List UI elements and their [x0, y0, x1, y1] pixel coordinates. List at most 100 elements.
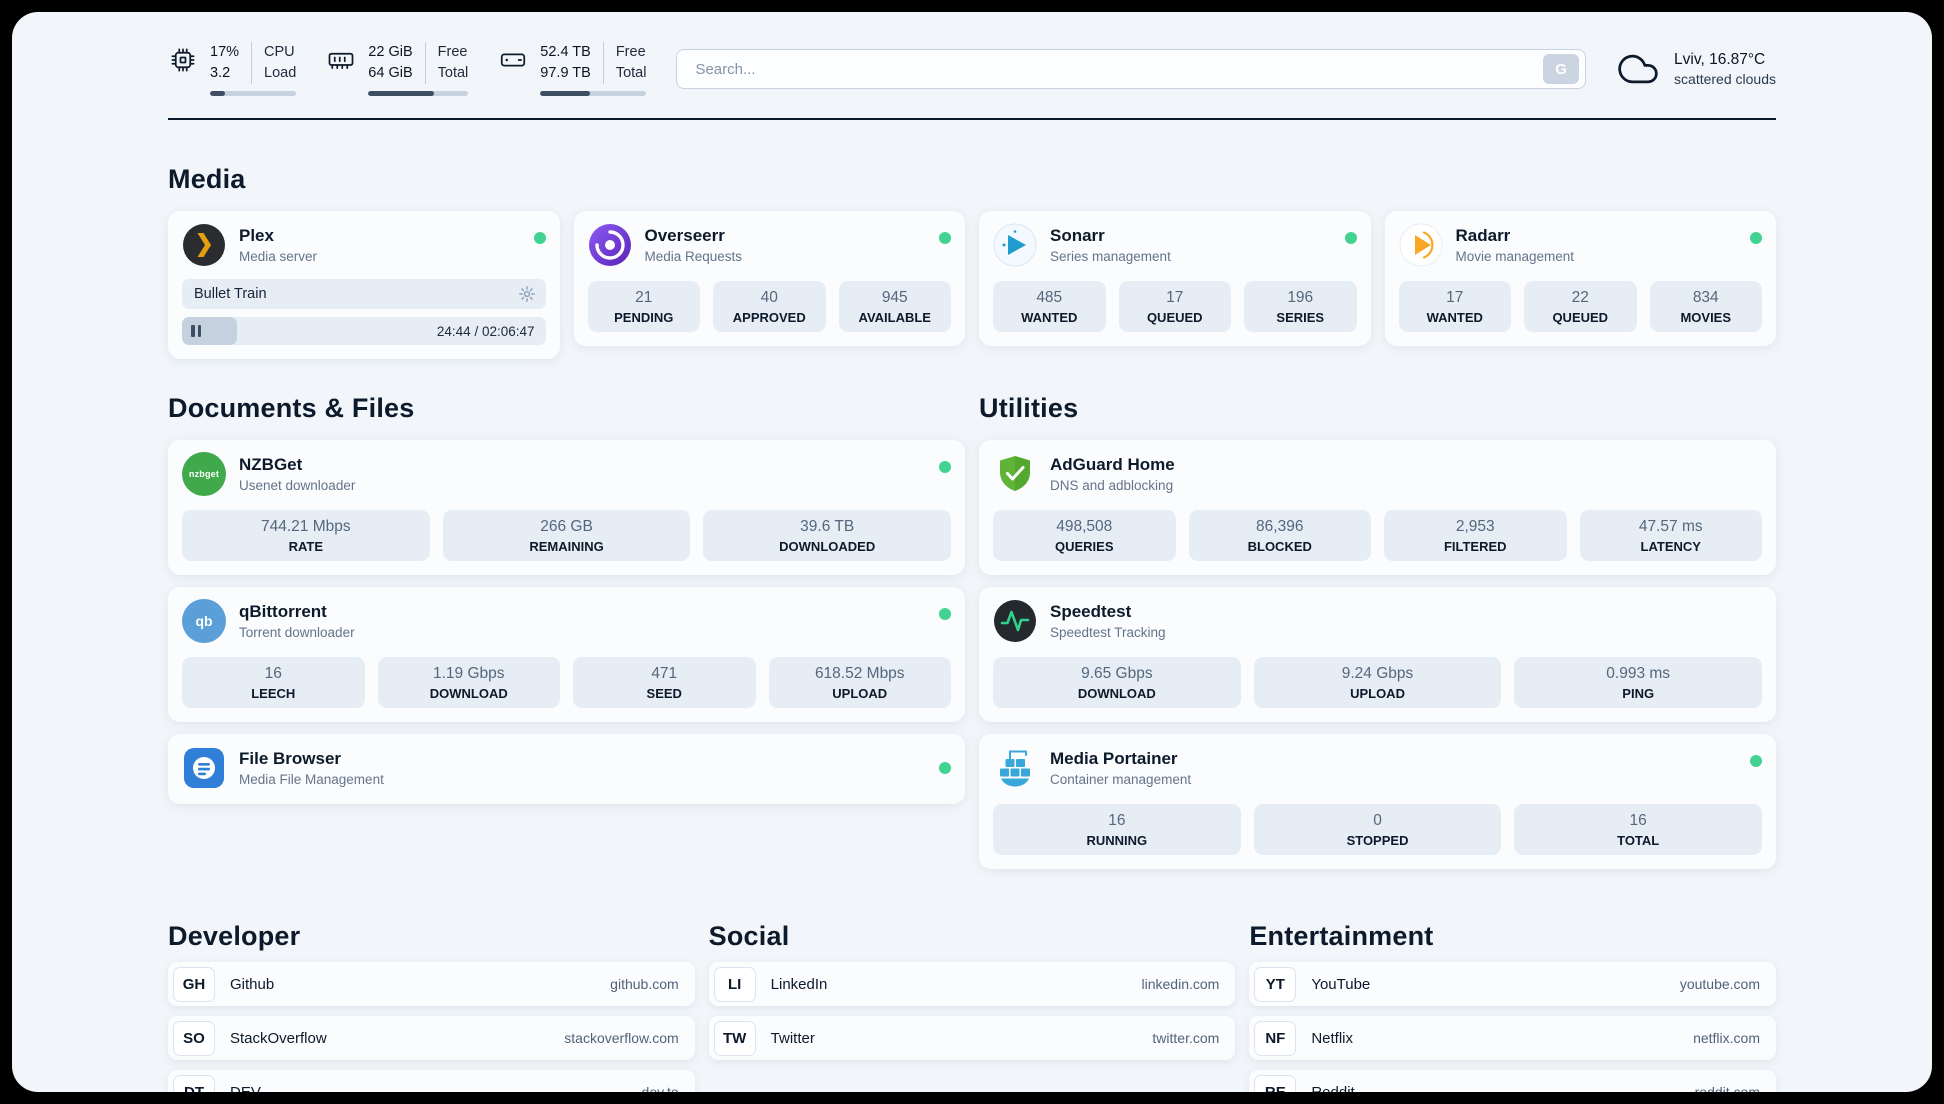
- app-name: Sonarr: [1050, 226, 1105, 246]
- link-netflix[interactable]: NF Netflix netflix.com: [1249, 1016, 1776, 1061]
- link-twitter[interactable]: TW Twitter twitter.com: [708, 1016, 1236, 1061]
- app-name: Radarr: [1455, 226, 1511, 246]
- disk-free-value: 52.4 TB: [540, 44, 591, 60]
- link-badge: DT: [173, 1074, 215, 1092]
- app-subtitle: Movie management: [1455, 249, 1575, 265]
- stat-box: 618.52 Mbps UPLOAD: [768, 657, 951, 709]
- pause-icon[interactable]: [191, 325, 201, 338]
- link-youtube[interactable]: YT YouTube youtube.com: [1249, 962, 1776, 1007]
- stat-box: 9.24 Gbps UPLOAD: [1253, 657, 1502, 709]
- link-url: dev.to: [642, 1084, 679, 1092]
- search-input[interactable]: [693, 59, 1544, 79]
- link-stackoverflow[interactable]: SO StackOverflow stackoverflow.com: [168, 1016, 695, 1061]
- link-linkedin[interactable]: LI LinkedIn linkedin.com: [708, 962, 1236, 1007]
- stat-label: PING: [1622, 686, 1655, 702]
- app-name: Plex: [239, 226, 274, 246]
- link-url: stackoverflow.com: [564, 1030, 679, 1047]
- section-social: Social LI LinkedIn linkedin.com TW Twitt…: [708, 921, 1236, 1061]
- app-card-sonarr[interactable]: Sonarr Series management 485 WANTED 17 Q…: [979, 211, 1371, 347]
- status-dot-online: [1750, 755, 1762, 768]
- ram-progress-fill: [368, 91, 435, 97]
- stat-label: WANTED: [1426, 310, 1483, 326]
- app-card-qbittorrent[interactable]: qb qBittorrent Torrent downloader 16 LEE…: [168, 587, 965, 723]
- link-url: twitter.com: [1152, 1030, 1220, 1047]
- qbittorrent-icon-label: qb: [195, 613, 213, 630]
- stat-label: LATENCY: [1640, 539, 1701, 555]
- header-divider: [168, 118, 1776, 121]
- status-dot-online: [939, 232, 951, 245]
- stat-label: STOPPED: [1346, 833, 1409, 849]
- search-engine-button[interactable]: G: [1543, 54, 1580, 85]
- ram-icon: [326, 45, 356, 75]
- search-bar[interactable]: G: [676, 49, 1587, 90]
- disk-progress-bar: [540, 91, 647, 97]
- stat-value: 21: [635, 289, 653, 307]
- disk-monitor: 52.4 TB 97.9 TB Free Total: [498, 42, 647, 97]
- link-dev[interactable]: DT DEV dev.to: [168, 1070, 695, 1092]
- link-github[interactable]: GH Github github.com: [168, 962, 695, 1007]
- stat-value: 744.21 Mbps: [261, 518, 351, 536]
- stat-box: 485 WANTED: [993, 281, 1106, 333]
- ram-monitor: 22 GiB 64 GiB Free Total: [326, 42, 469, 97]
- link-badge: LI: [713, 966, 756, 1002]
- link-url: linkedin.com: [1141, 976, 1220, 993]
- stat-label: APPROVED: [732, 310, 806, 326]
- disk-progress-fill: [540, 91, 591, 97]
- stat-box: 196 SERIES: [1244, 281, 1357, 333]
- link-badge: SO: [173, 1020, 215, 1056]
- link-name: DEV: [230, 1084, 642, 1092]
- stat-value: 0: [1373, 812, 1382, 830]
- app-card-overseerr[interactable]: Overseerr Media Requests 21 PENDING 40 A…: [573, 211, 965, 347]
- app-card-radarr[interactable]: Radarr Movie management 17 WANTED 22 QUE…: [1384, 211, 1776, 347]
- plex-icon: [182, 223, 226, 267]
- stat-label: PENDING: [614, 310, 674, 326]
- app-subtitle: Series management: [1050, 249, 1171, 265]
- link-url: github.com: [610, 976, 679, 993]
- app-card-plex[interactable]: Plex Media server Bullet Train 24:44 / 0…: [168, 211, 560, 360]
- gear-icon[interactable]: [518, 285, 536, 303]
- app-name: File Browser: [239, 749, 342, 769]
- link-badge: TW: [713, 1020, 756, 1056]
- stat-value: 1.19 Gbps: [432, 665, 505, 683]
- stat-label: FILTERED: [1443, 539, 1507, 555]
- link-reddit[interactable]: RE Reddit reddit.com: [1249, 1070, 1776, 1092]
- app-card-portainer[interactable]: Media Portainer Container management 16 …: [979, 734, 1776, 870]
- playback-progress-bar[interactable]: 24:44 / 02:06:47: [182, 317, 546, 346]
- cpu-load-label: Load: [264, 65, 297, 82]
- weather-widget: Lviv, 16.87°C scattered clouds: [1616, 47, 1776, 91]
- app-card-filebrowser[interactable]: File Browser Media File Management: [168, 734, 965, 805]
- status-dot-online: [1750, 232, 1762, 245]
- ram-total-value: 64 GiB: [368, 65, 413, 82]
- adguard-icon: [993, 452, 1037, 496]
- sonarr-icon: [993, 223, 1037, 267]
- app-subtitle: Media File Management: [239, 772, 384, 788]
- cpu-load-value: 3.2: [210, 65, 231, 82]
- stat-label: DOWNLOADED: [779, 539, 876, 555]
- speedtest-icon: [993, 599, 1037, 643]
- stat-box: 744.21 Mbps RATE: [182, 510, 430, 562]
- app-name: Media Portainer: [1050, 749, 1178, 769]
- link-name: Github: [230, 975, 275, 993]
- stat-label: AVAILABLE: [858, 310, 931, 326]
- app-card-nzbget[interactable]: nzbget NZBGet Usenet downloader 744.21 M…: [168, 440, 965, 576]
- stat-value: 266 GB: [540, 518, 593, 536]
- link-name: LinkedIn: [770, 975, 828, 993]
- stat-value: 16: [1108, 812, 1126, 830]
- stat-label: SERIES: [1276, 310, 1325, 326]
- app-card-adguard[interactable]: AdGuard Home DNS and adblocking 498,508 …: [979, 440, 1776, 576]
- stat-label: WANTED: [1021, 310, 1078, 326]
- stat-box: 0.993 ms PING: [1514, 657, 1763, 709]
- stat-value: 39.6 TB: [800, 518, 855, 536]
- stat-label: MOVIES: [1680, 310, 1732, 326]
- stat-box: 39.6 TB DOWNLOADED: [703, 510, 952, 562]
- section-utilities: Utilities AdGuard Home DNS and adblockin…: [979, 393, 1776, 881]
- cpu-progress-bar: [210, 91, 297, 97]
- cloud-icon: [1616, 47, 1660, 91]
- section-title-utilities: Utilities: [979, 393, 1079, 424]
- disk-total-label: Total: [615, 65, 647, 82]
- app-card-speedtest[interactable]: Speedtest Speedtest Tracking 9.65 Gbps D…: [979, 587, 1776, 723]
- stat-label: UPLOAD: [832, 686, 888, 702]
- ram-total-label: Total: [437, 65, 469, 82]
- stat-box: 2,953 FILTERED: [1384, 510, 1567, 562]
- now-playing-title: Bullet Train: [194, 286, 267, 303]
